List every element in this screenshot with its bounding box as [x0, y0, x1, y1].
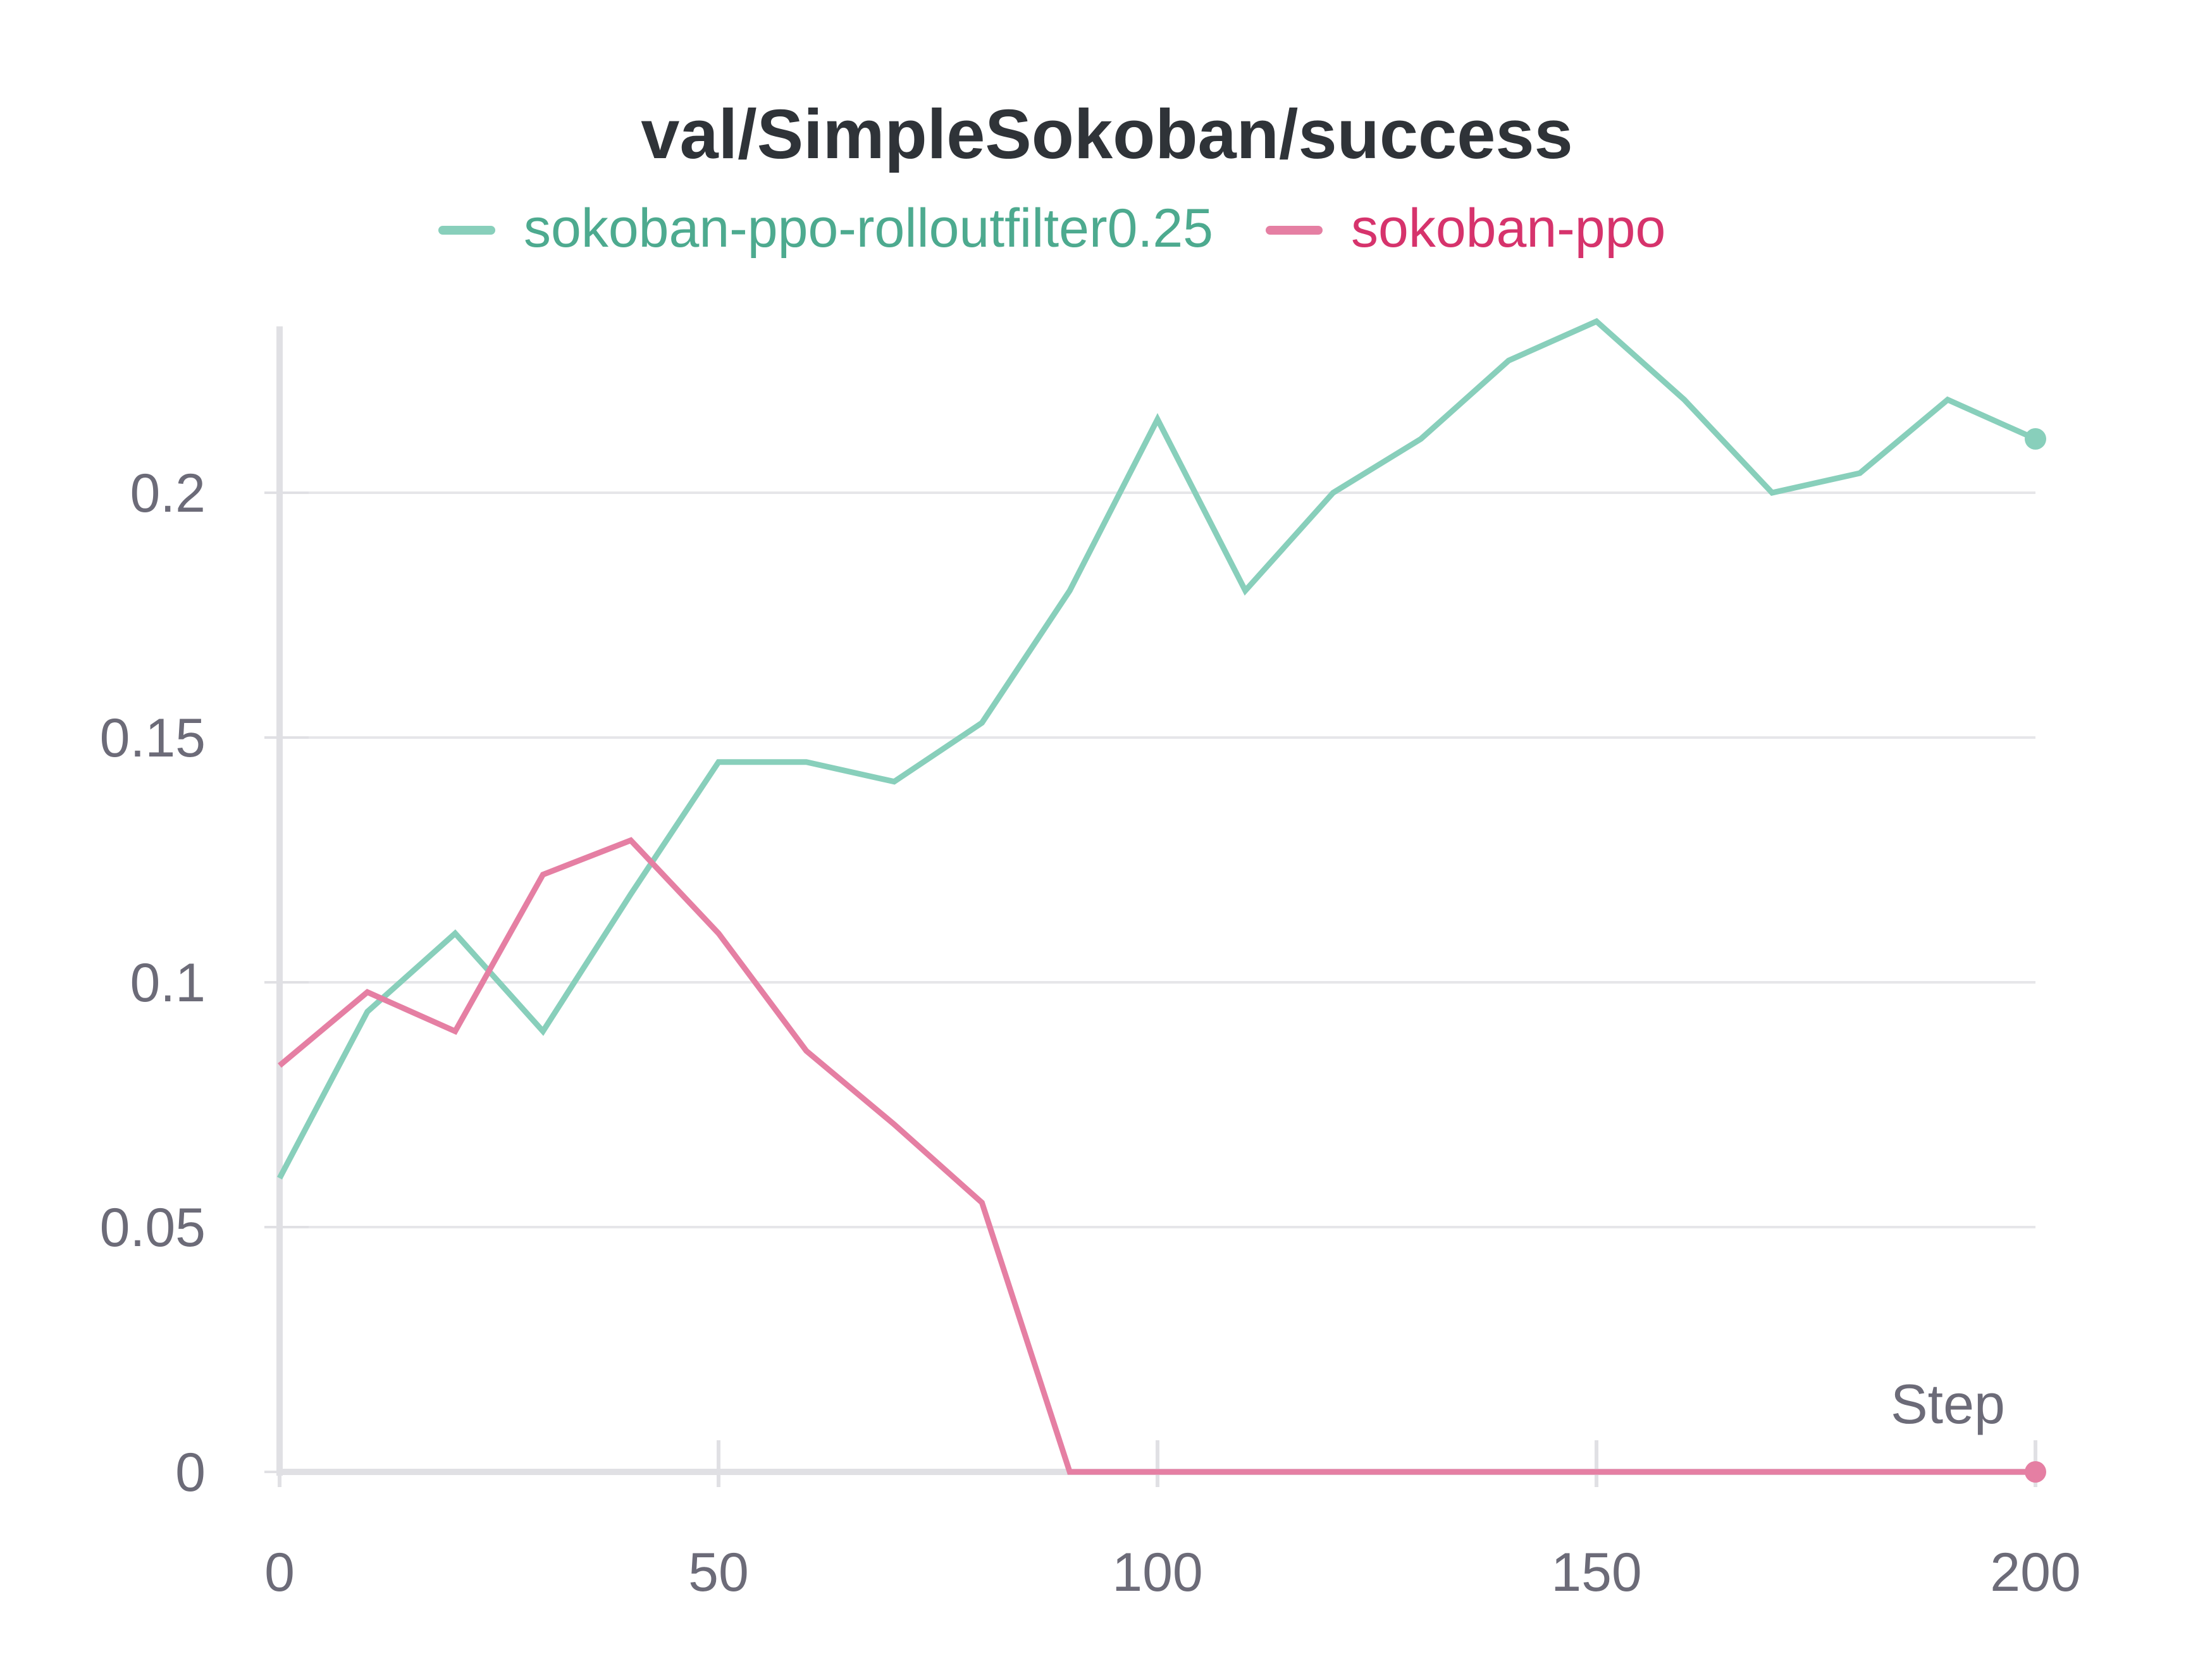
x-tick-label: 50: [688, 1542, 749, 1603]
tick-labels: 0 0.05 0.1 0.15 0.2 0 50 100 150 200: [100, 463, 2081, 1603]
y-tick-label: 0.05: [100, 1197, 206, 1258]
x-axis-label: Step: [1891, 1373, 2005, 1435]
series-line-1: [278, 837, 2035, 1475]
legend-label-0: sokoban-ppo-rolloutfilter0.25: [524, 198, 1213, 259]
x-tick-label: 150: [1551, 1542, 1642, 1603]
chart-title: val/SimpleSokoban/success: [641, 96, 1572, 173]
series-layer: [277, 318, 2046, 1483]
axes: [264, 326, 2037, 1487]
x-tick-label: 100: [1112, 1542, 1203, 1603]
series-end-point-0: [2025, 428, 2046, 450]
x-tick-label: 0: [264, 1542, 295, 1603]
series-line-0: [277, 318, 2037, 1180]
legend-label-1: sokoban-ppo: [1351, 198, 1665, 259]
x-tick-label: 200: [1990, 1542, 2081, 1603]
y-tick-label: 0.15: [100, 708, 206, 769]
y-tick-label: 0: [175, 1442, 206, 1503]
legend: sokoban-ppo-rolloutfilter0.25 sokoban-ppo: [438, 198, 1665, 259]
y-tick-label: 0.1: [130, 953, 206, 1013]
y-tick-label: 0.2: [130, 463, 206, 524]
series-end-point-1: [2025, 1461, 2046, 1483]
grid-lines: [280, 491, 2035, 1228]
